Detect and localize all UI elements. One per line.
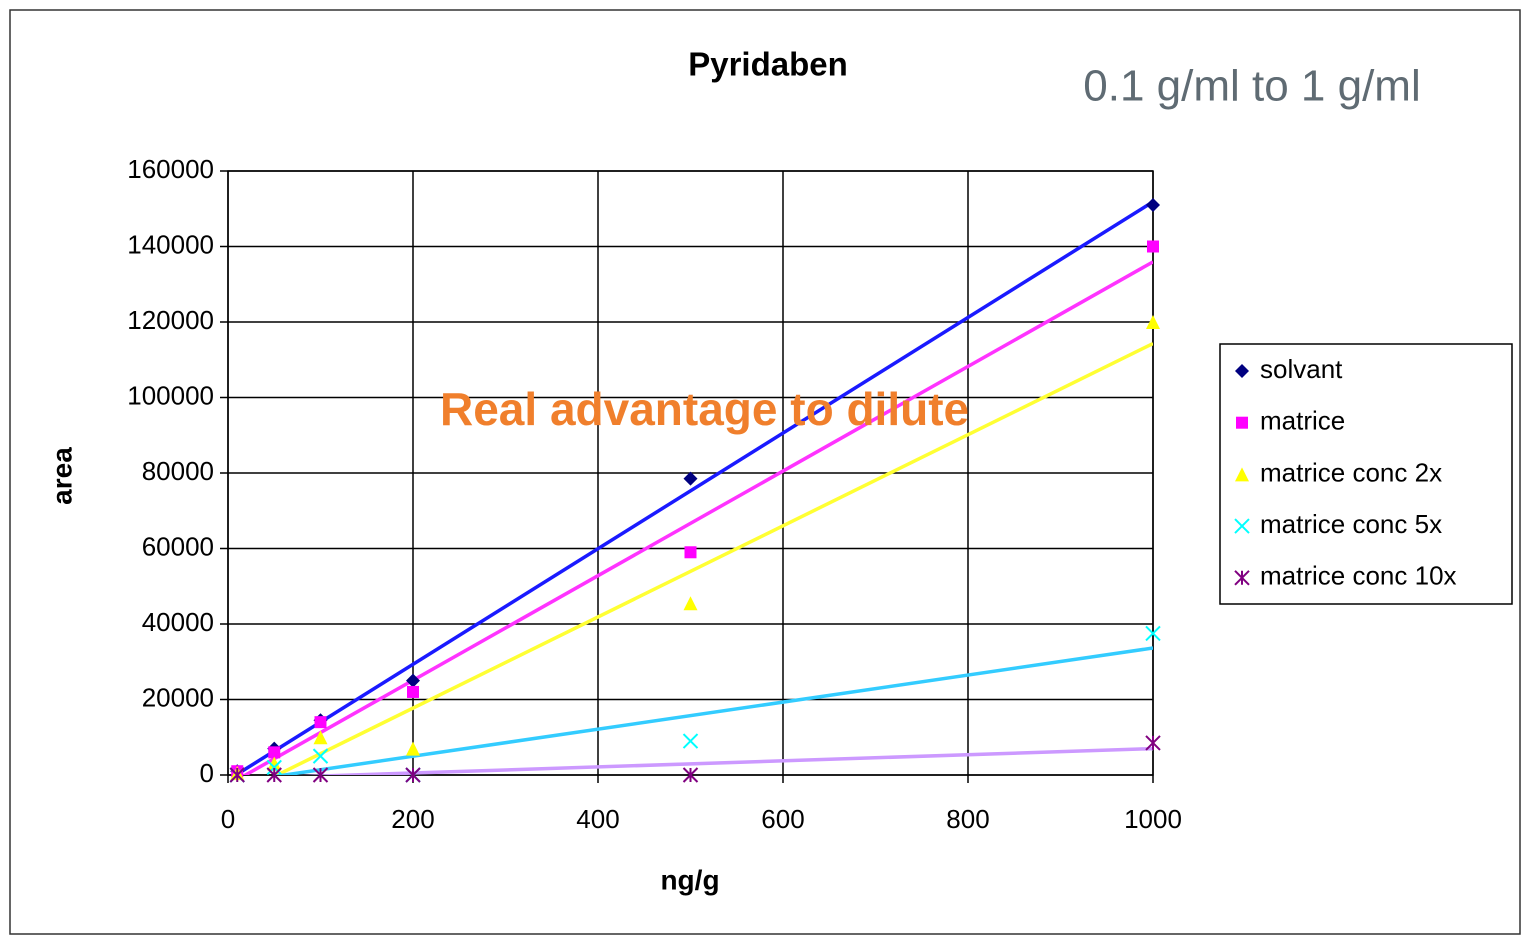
marker xyxy=(266,767,282,783)
y-tick-label: 40000 xyxy=(142,607,214,637)
y-axis-label: area xyxy=(46,447,77,505)
y-tick-label: 120000 xyxy=(127,305,214,335)
y-tick-label: 60000 xyxy=(142,531,214,561)
legend-marker xyxy=(1235,364,1249,378)
chart-title: Pyridaben xyxy=(688,46,848,83)
marker xyxy=(1146,197,1160,212)
marker xyxy=(266,759,282,776)
marker xyxy=(312,767,329,783)
y-tick-label: 160000 xyxy=(127,154,214,184)
x-tick-label: 200 xyxy=(391,804,434,834)
annotation: Real advantage to dilute xyxy=(440,383,969,435)
x-tick-label: 600 xyxy=(761,804,804,834)
x-axis-label: ng/g xyxy=(660,864,719,895)
subtitle: 0.1 g/ml to 1 g/ml xyxy=(1083,62,1420,111)
x-tick-label: 800 xyxy=(946,804,989,834)
trendline xyxy=(272,646,1153,775)
legend-marker xyxy=(1234,518,1250,534)
legend-label: matrice conc 5x xyxy=(1260,509,1442,539)
x-tick-label: 0 xyxy=(221,804,235,834)
y-tick-label: 140000 xyxy=(127,229,214,259)
trendline xyxy=(236,200,1153,775)
marker xyxy=(268,746,281,759)
marker xyxy=(683,471,698,486)
marker xyxy=(406,673,420,688)
y-tick-label: 80000 xyxy=(142,456,214,486)
marker xyxy=(1146,315,1160,329)
y-tick-label: 100000 xyxy=(127,380,214,410)
legend-marker xyxy=(1235,467,1249,482)
marker xyxy=(405,767,421,783)
x-tick-label: 400 xyxy=(576,804,619,834)
plot-area: 0 20000 40000 60000 80000 100000 120000 140000 1… xyxy=(127,154,1182,834)
legend-label: matrice conc 10x xyxy=(1260,561,1457,591)
marker xyxy=(682,767,699,783)
marker xyxy=(1145,625,1161,642)
trendlines xyxy=(236,200,1153,775)
marker xyxy=(407,685,419,698)
y-tick-label: 0 xyxy=(200,758,214,788)
marker xyxy=(683,596,698,611)
trendline xyxy=(273,341,1153,775)
legend xyxy=(1219,343,1513,605)
legend-label: matrice xyxy=(1260,406,1345,436)
marker xyxy=(682,733,699,749)
marker xyxy=(229,767,245,783)
legend-label: solvant xyxy=(1260,354,1343,384)
marker xyxy=(1147,240,1159,253)
x-tick-label: 1000 xyxy=(1124,804,1182,834)
marker xyxy=(406,741,420,756)
marker xyxy=(312,748,329,764)
legend-marker xyxy=(1234,570,1250,586)
marker xyxy=(267,756,282,771)
trendline xyxy=(299,746,1153,775)
marker xyxy=(313,730,328,745)
legend-marker xyxy=(1236,416,1248,429)
trendline xyxy=(241,260,1153,775)
y-tick-label: 20000 xyxy=(142,682,214,712)
marker xyxy=(684,546,697,559)
marker xyxy=(314,716,327,729)
legend-entries: solvant matrice matrice conc 2x matrice con… xyxy=(1234,354,1457,591)
marker xyxy=(1145,735,1161,751)
legend-label: matrice conc 2x xyxy=(1260,457,1442,487)
